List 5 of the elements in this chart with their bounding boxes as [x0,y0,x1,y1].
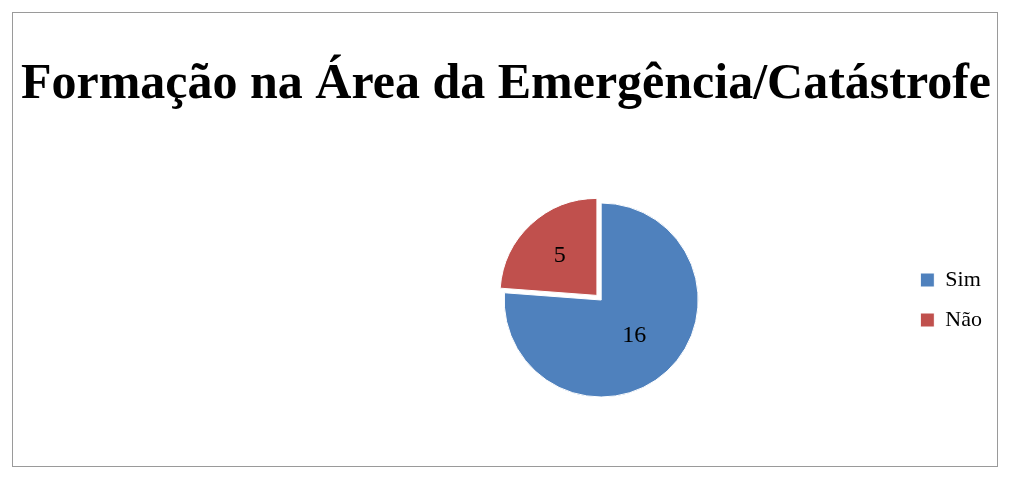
chart-title: Formação na Área da Emergência/Catástrofe [19,52,993,110]
data-label: 16 [622,320,647,347]
data-label: 5 [553,240,566,267]
legend-label: Sim [945,265,981,291]
legend-label: Não [945,305,982,331]
